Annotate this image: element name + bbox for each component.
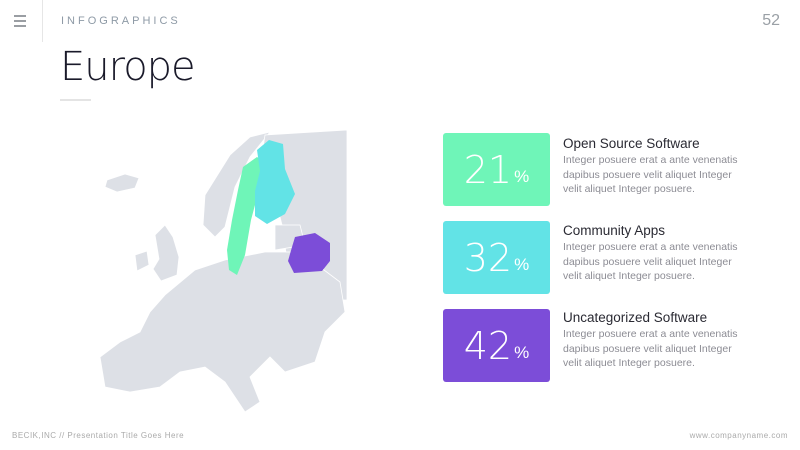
stat-value: 32: [463, 235, 513, 280]
stat-card-open-source: 21%: [443, 133, 550, 206]
footer-right: www.companyname.com: [689, 431, 788, 440]
stat-value: 21: [463, 147, 513, 192]
stat-card-uncategorized: 42%: [443, 309, 550, 382]
page-number: 52: [762, 12, 780, 29]
stat-heading: Uncategorized Software: [563, 310, 708, 325]
stat-description: Integer posuere erat a ante venenatis da…: [563, 328, 738, 369]
stat-heading: Open Source Software: [563, 136, 700, 151]
stat-description: Integer posuere erat a ante venenatis da…: [563, 241, 738, 282]
highlight-belarus: [288, 233, 330, 273]
hamburger-icon[interactable]: [14, 15, 26, 30]
iceland: [104, 173, 140, 193]
stat-info: Community Apps Integer posuere erat a an…: [563, 223, 753, 284]
europe-map: [99, 129, 348, 413]
page-title: Europe: [60, 44, 196, 90]
stat-unit: %: [514, 166, 530, 186]
stat-value: 42: [463, 323, 513, 368]
stat-info: Open Source Software Integer posuere era…: [563, 136, 753, 197]
stat-unit: %: [514, 342, 530, 362]
footer-left: BECIK,INC // Presentation Title Goes Her…: [12, 431, 185, 440]
mainland: [99, 251, 346, 413]
stat-description: Integer posuere erat a ante venenatis da…: [563, 154, 738, 195]
stat-card-community-apps: 32%: [443, 221, 550, 294]
stat-unit: %: [514, 254, 530, 274]
section-label: INFOGRAPHICS: [61, 15, 181, 27]
stat-info: Uncategorized Software Integer posuere e…: [563, 310, 753, 371]
divider: [42, 0, 43, 42]
title-underline: [60, 99, 91, 101]
highlight-finland: [255, 140, 295, 224]
uk-ireland: [134, 224, 180, 282]
stat-heading: Community Apps: [563, 223, 666, 238]
